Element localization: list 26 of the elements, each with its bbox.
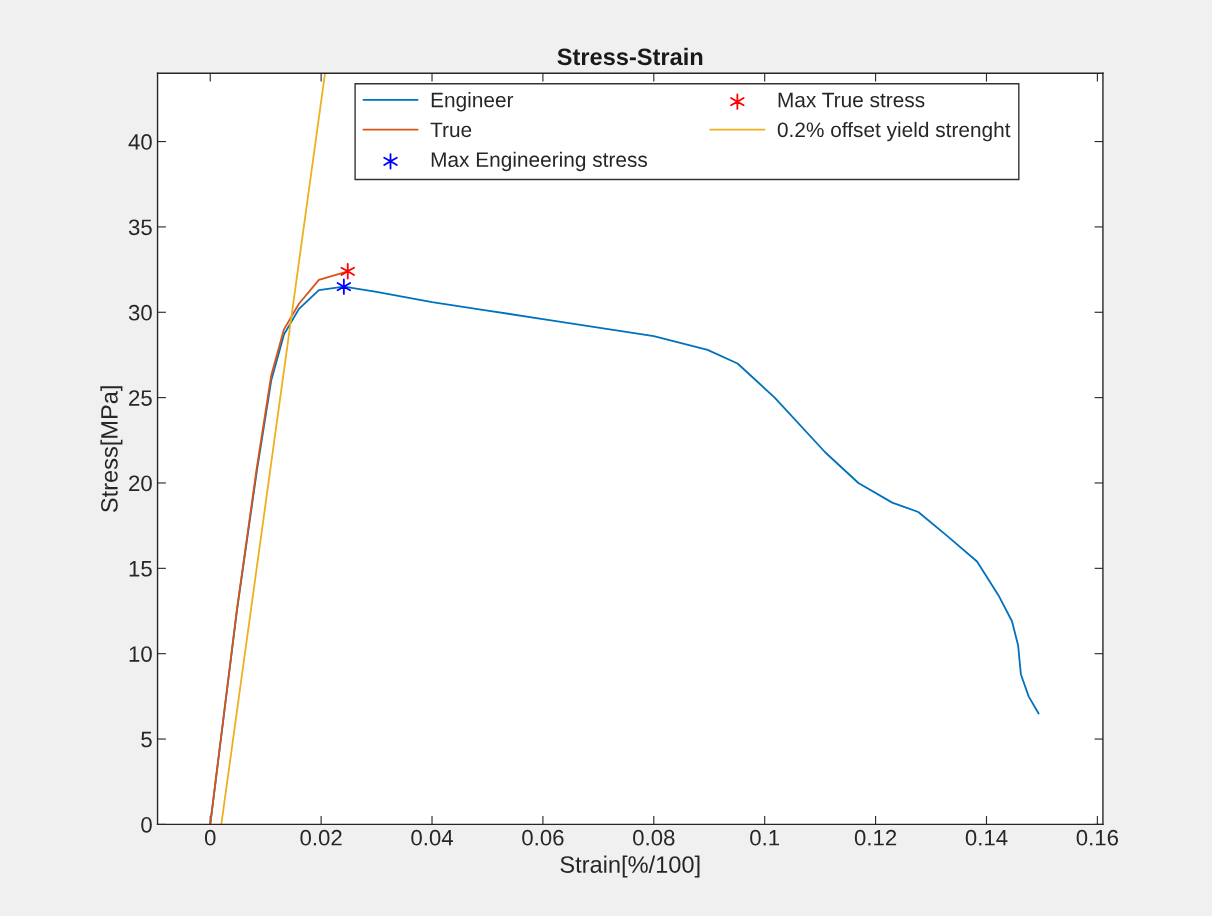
legend-label: Max True stress [778,92,925,108]
x-axis-title: Strain[%/100] [560,855,700,878]
y-tick-label: 5 [141,731,152,748]
y-tick-label: 10 [129,646,152,662]
chart-title: Stress-Strain [557,47,703,66]
x-tick-label: 0.16 [1076,829,1119,846]
y-tick-label: 15 [129,561,152,577]
y-tick-label: 30 [128,304,152,321]
legend-label: True [430,122,472,138]
x-tick-label: 0.14 [965,829,1008,846]
x-tick-label: 0.04 [411,829,453,846]
y-tick-label: 40 [128,134,152,150]
legend-label: Max Engineering stress [431,151,648,172]
x-tick-label: 0 [204,829,216,846]
x-tick-label: 0.08 [633,829,675,846]
x-tick-label: 0.06 [522,829,564,846]
legend-label: Engineer [431,92,514,112]
y-tick-label: 25 [129,390,152,406]
y-tick-label: 20 [129,475,152,492]
y-tick-label: 0 [141,816,152,833]
legend-label: 0.2% offset yield strenght [777,121,1011,142]
x-tick-label: 0.1 [750,829,780,846]
y-tick-label: 35 [128,219,152,236]
x-tick-label: 0.02 [300,829,342,846]
y-axis-title: Stress[MPa] [100,386,123,513]
x-tick-label: 0.12 [854,829,897,846]
